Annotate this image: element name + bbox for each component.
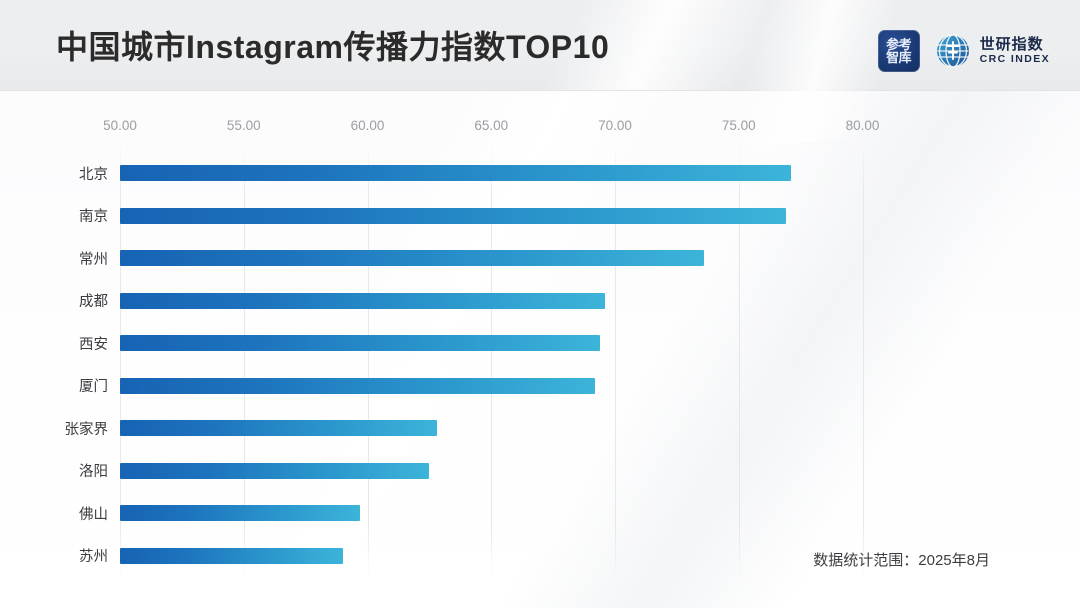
gridline [120,142,121,578]
bar-category-label: 洛阳 [79,464,108,481]
bar-row: 厦门 [0,365,1080,408]
bar [120,335,601,352]
bar-row: 佛山 [0,492,1080,535]
bar [120,165,791,182]
bar [120,420,437,437]
bar-row: 张家界 [0,407,1080,450]
bar-row: 南京 [0,195,1080,238]
bar-category-label: 南京 [79,209,108,226]
x-tick-label: 80.00 [845,118,880,133]
bar [120,292,606,309]
x-tick-label: 60.00 [350,118,385,133]
bar-row: 西安 [0,322,1080,365]
x-tick-label: 55.00 [226,118,261,133]
bar-row: 洛阳 [0,450,1080,493]
ckzk-logo-line2: 智库 [886,50,912,65]
footnote: 数据统计范围：2025年8月 [813,552,990,569]
bar-category-label: 苏州 [79,549,108,566]
gridline [367,142,369,578]
bar-row: 常州 [0,237,1080,280]
bar-category-label: 张家界 [64,421,109,438]
bar-category-label: 成都 [79,294,108,311]
gridline [491,142,493,578]
bar-category-label: 佛山 [79,506,108,523]
bar [120,547,343,564]
crc-logo-en: CRC INDEX [979,52,1050,65]
bar-row: 成都 [0,280,1080,323]
crc-logo: 世研指数 CRC INDEX [934,32,1050,70]
bar-category-label: 常州 [79,251,108,268]
globe-icon [936,34,969,68]
bar-row: 苏州 [0,535,1080,578]
page-title: 中国城市Instagram传播力指数TOP10 [56,29,610,65]
crc-logo-text: 世研指数 CRC INDEX [979,35,1050,66]
crc-logo-cn: 世研指数 [979,35,1044,53]
x-tick-label: 65.00 [474,118,509,133]
x-tick-label: 50.00 [103,118,137,133]
gridline [738,142,740,578]
ckzk-logo-line1: 参考 [886,36,912,52]
bar-rows: 北京南京常州成都西安厦门张家界洛阳佛山苏州 [0,152,1080,577]
gridline [243,142,245,578]
bar-category-label: 厦门 [79,379,108,396]
logo-group: 参考 智库 [877,30,1050,72]
gridline [862,142,864,578]
x-axis: 50.00 55.00 60.00 65.00 70.00 75.00 80.00 [0,118,1080,138]
bar [120,377,596,394]
ckzk-logo: 参考 智库 [877,30,920,72]
bar-chart: 50.00 55.00 60.00 65.00 70.00 75.00 80.00 北京南京… [0,90,1080,608]
bar-row: 北京 [0,152,1080,195]
bar [120,462,430,479]
gridline [615,142,616,578]
bar [120,207,786,224]
x-tick-label: 75.00 [721,118,756,133]
x-tick-label: 70.00 [598,118,632,133]
header-bar: 中国城市Instagram传播力指数TOP10 参考 智库 [0,0,1080,155]
bar-category-label: 西安 [79,336,108,353]
bar [120,250,705,267]
bar-category-label: 北京 [79,166,108,183]
bar [120,505,361,522]
